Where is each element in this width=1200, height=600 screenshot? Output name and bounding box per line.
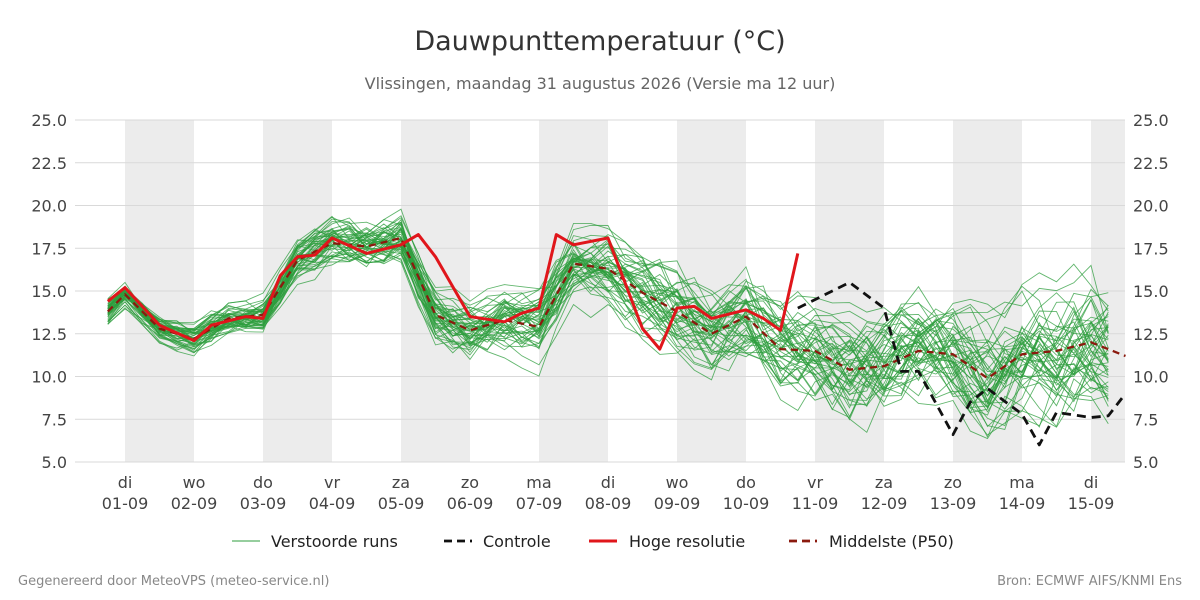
ensemble-member-48 <box>107 221 1109 436</box>
y-tick-left-20.0: 20.0 <box>31 197 67 216</box>
x-tick-date-06-09: 06-09 <box>447 494 494 513</box>
ensemble-member-45 <box>107 242 1109 407</box>
chart-title: Dauwpunttemperatuur (°C) <box>414 26 785 57</box>
y-tick-right-17.5: 17.5 <box>1133 239 1169 258</box>
x-tick-date-04-09: 04-09 <box>309 494 356 513</box>
series-line-hoge-resolutie <box>106 233 800 351</box>
legend-label-3: Hoge resolutie <box>629 532 745 551</box>
y-tick-left-7.5: 7.5 <box>42 410 67 429</box>
x-tick-day-01-09: di <box>118 473 133 492</box>
x-tick-date-02-09: 02-09 <box>171 494 218 513</box>
x-tick-day-05-09: za <box>392 473 410 492</box>
y-tick-right-5.0: 5.0 <box>1133 453 1158 472</box>
x-tick-day-09-09: wo <box>666 473 689 492</box>
ensemble-member-50 <box>107 227 1109 385</box>
y-tick-right-7.5: 7.5 <box>1133 410 1158 429</box>
y-tick-right-15.0: 15.0 <box>1133 282 1169 301</box>
x-tick-date-09-09: 09-09 <box>654 494 701 513</box>
legend: Verstoorde runs Controle Hoge resolutie Mid… <box>232 532 954 551</box>
x-tick-day-11-09: vr <box>807 473 823 492</box>
chart-subtitle: Vlissingen, maandag 31 augustus 2026 (Ve… <box>365 74 836 93</box>
x-tick-date-01-09: 01-09 <box>102 494 149 513</box>
x-tick-day-04-09: vr <box>324 473 340 492</box>
y-tick-left-17.5: 17.5 <box>31 239 67 258</box>
x-axis: di 01-09 wo 02-09 do 03-09 vr 04-09 za 05-09 zo 06-… <box>102 473 1115 513</box>
x-tick-day-08-09: di <box>601 473 616 492</box>
ensemble-member-47 <box>107 233 1109 377</box>
x-tick-day-13-09: zo <box>944 473 962 492</box>
x-tick-day-14-09: ma <box>1009 473 1034 492</box>
y-tick-right-20.0: 20.0 <box>1133 197 1169 216</box>
y-tick-right-12.5: 12.5 <box>1133 325 1169 344</box>
ensemble-member-12 <box>107 224 1109 413</box>
y-tick-left-12.5: 12.5 <box>31 325 67 344</box>
main-series <box>106 233 1127 447</box>
footer-credit: Gegenereerd door MeteoVPS (meteo-service… <box>18 574 329 589</box>
y-axis-right: 5.0 7.5 10.0 12.5 15.0 17.5 20.0 22.5 25.0 <box>1133 111 1169 472</box>
x-tick-date-14-09: 14-09 <box>999 494 1046 513</box>
series-line-controle <box>797 280 1127 447</box>
x-tick-date-12-09: 12-09 <box>861 494 908 513</box>
x-tick-date-05-09: 05-09 <box>378 494 425 513</box>
y-tick-left-22.5: 22.5 <box>31 154 67 173</box>
y-tick-left-5.0: 5.0 <box>42 453 67 472</box>
x-tick-date-11-09: 11-09 <box>792 494 839 513</box>
x-tick-date-10-09: 10-09 <box>723 494 770 513</box>
x-tick-day-06-09: zo <box>461 473 479 492</box>
legend-label-2: Controle <box>483 532 551 551</box>
x-tick-date-15-09: 15-09 <box>1068 494 1115 513</box>
x-tick-date-07-09: 07-09 <box>516 494 563 513</box>
ensemble-member-46 <box>107 230 1109 398</box>
x-tick-day-15-09: di <box>1084 473 1099 492</box>
x-tick-day-02-09: wo <box>183 473 206 492</box>
legend-label-1: Verstoorde runs <box>271 532 398 551</box>
y-tick-left-25.0: 25.0 <box>31 111 67 130</box>
y-tick-left-10.0: 10.0 <box>31 368 67 387</box>
y-tick-right-10.0: 10.0 <box>1133 368 1169 387</box>
ensemble-member-42 <box>107 208 1109 393</box>
x-tick-day-07-09: ma <box>526 473 551 492</box>
y-axis-left: 5.0 7.5 10.0 12.5 15.0 17.5 20.0 22.5 25.0 <box>31 111 67 472</box>
legend-label-4: Middelste (P50) <box>829 532 954 551</box>
y-tick-right-22.5: 22.5 <box>1133 154 1169 173</box>
x-tick-date-13-09: 13-09 <box>930 494 977 513</box>
y-tick-left-15.0: 15.0 <box>31 282 67 301</box>
x-tick-day-12-09: za <box>875 473 893 492</box>
y-tick-right-25.0: 25.0 <box>1133 111 1169 130</box>
x-tick-day-03-09: do <box>253 473 273 492</box>
x-tick-day-10-09: do <box>736 473 756 492</box>
x-tick-date-03-09: 03-09 <box>240 494 287 513</box>
x-tick-date-08-09: 08-09 <box>585 494 632 513</box>
footer-source: Bron: ECMWF AIFS/KNMI Ens <box>997 574 1182 589</box>
